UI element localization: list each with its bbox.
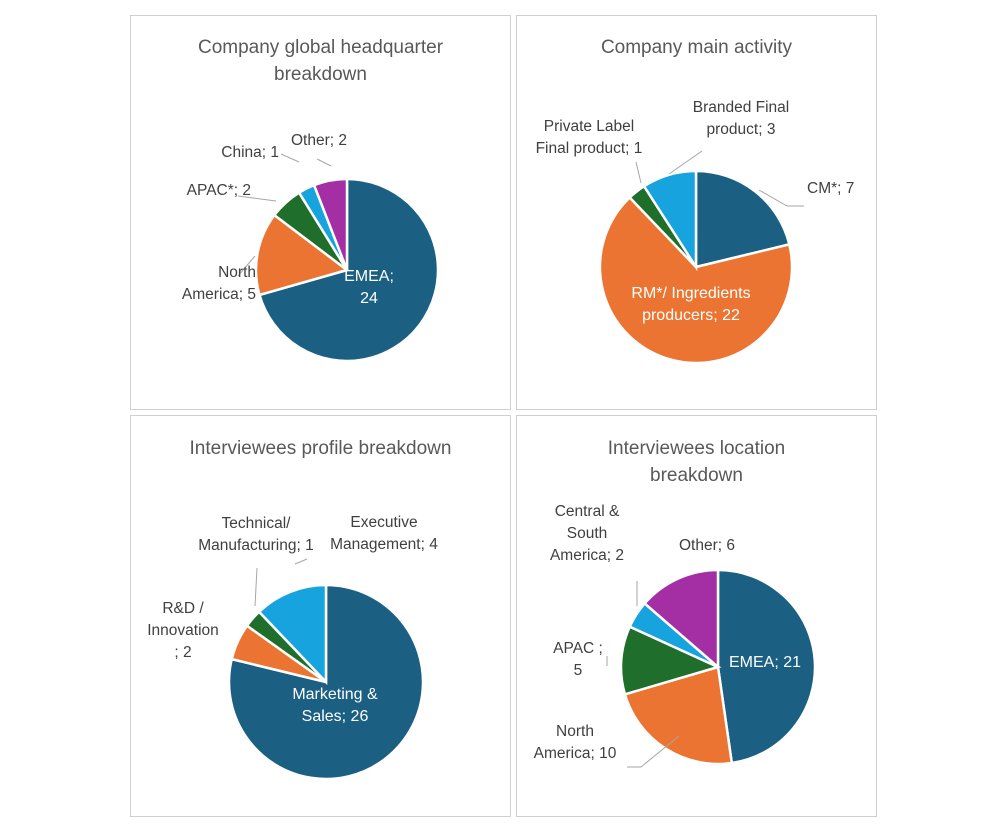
data-label-other: Other; 6 [679,537,735,554]
data-label-executive-management: Executive Management; 4 [330,514,438,553]
data-label-apac: APAC ; 5 [553,640,603,679]
data-label-private-label-final-product: Private Label Final product; 1 [535,118,643,157]
pie-slice-other [642,568,720,670]
data-label-china: China; 1 [221,144,279,161]
pie-slice-marketing-sales [227,583,425,781]
leader-line-cm [758,189,804,207]
data-label-branded-final-product: Branded Final product; 3 [692,99,790,138]
data-label-marketing-sales: Marketing & Sales; 26 [292,686,378,725]
chart-panel-activity: Company main activity CM*; 7 RM*/ Ingredi… [516,15,877,410]
pie-slice-emea [716,568,817,765]
leader-line-technical-manufacturing [254,567,258,607]
leader-line-private-label-final-product [635,161,642,184]
data-label-apac: APAC*; 2 [186,182,251,199]
data-label-technical-manufacturing: Technical/ Manufacturing; 1 [198,515,314,554]
chart-title: Interviewees location breakdown [607,438,786,486]
chart-panel-profile: Interviewees profile breakdown Marketing… [130,415,511,817]
pie-slice-apac [619,625,722,696]
data-label-emea: EMEA; 24 [344,268,394,307]
data-label-emea: EMEA; 21 [728,654,802,671]
data-label-cm: CM*; 7 [807,180,855,197]
leader-line-north-america [627,735,680,768]
pie-slice-north-america [623,665,734,766]
leader-line-china [280,153,300,163]
leader-line-branded-final-product [668,150,703,175]
chart-panel-location: Interviewees location breakdown EMEA; 21 N… [516,415,877,817]
pie-slice-cm [694,169,791,269]
data-label-other: Other; 2 [291,132,347,149]
data-label-central-south-america: Central & South America; 2 [549,503,625,564]
pie-slice-branded-final-product [642,169,698,272]
pie-chart [606,568,817,768]
chart-title: Company global headquarter breakdown [197,37,444,85]
pie-chart [598,150,804,365]
chart-panel-hq: Company global headquarter breakdown EMEA… [130,15,511,410]
data-label-rm-ingredients-producers: RM*/ Ingredients producers; 22 [631,285,751,324]
pie-slice-rm-ingredients-producers [598,195,794,365]
chart-title: Company main activity [600,37,793,58]
pie-slice-executive-management [257,583,328,686]
leader-line-apac [237,195,277,202]
data-label-r-d-innovation: R&D / Innovation ; 2 [147,600,219,661]
pie-slice-other [312,177,349,271]
pie-chart [237,153,440,363]
leader-line-executive-management [294,558,308,565]
data-label-north-america: North America; 5 [181,264,256,303]
chart-title: Interviewees profile breakdown [189,438,452,459]
data-label-north-america: North America; 10 [533,723,617,762]
leader-line-north-america [237,255,256,277]
pie-slice-north-america [254,213,350,297]
pie-chart [227,558,425,781]
leader-line-other [316,158,332,167]
